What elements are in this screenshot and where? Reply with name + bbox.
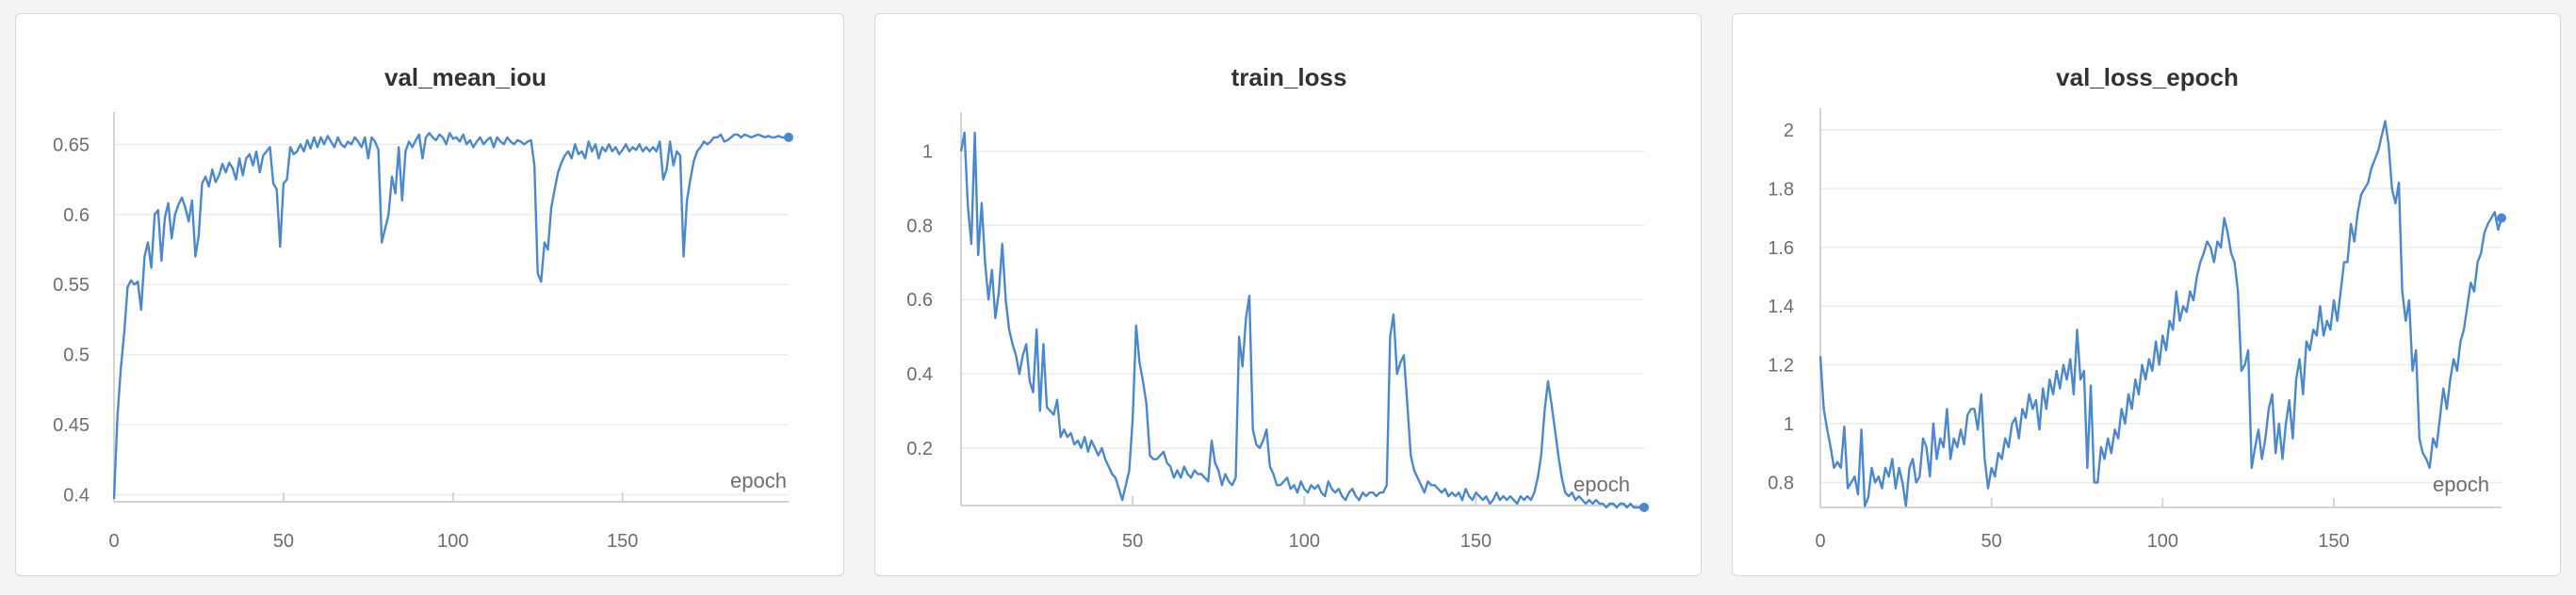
chart-1-series-line	[959, 131, 1644, 509]
chart-2-x-tick-label: 100	[2147, 531, 2178, 552]
chart-1-title: train_loss	[1231, 63, 1347, 91]
chart-2-y-tick-label: 1.2	[1768, 356, 1794, 377]
chart-1-series-end-point	[1639, 502, 1649, 512]
chart-0-y-tick-label: 0.6	[63, 205, 90, 226]
chart-1-x-tick-label: 100	[1289, 531, 1320, 552]
chart-2-x-tick-label: 150	[2318, 531, 2349, 552]
chart-2-series-end-point	[2497, 213, 2506, 223]
chart-panel-val-mean-iou: 0.4 0.45 0.5 0.55 0.6 0.65 0 50 100 150 val_mean_i…	[15, 13, 844, 576]
chart-1-y-tick-label: 0.2	[906, 439, 933, 459]
chart-1-x-tick-label: 50	[1122, 531, 1143, 552]
chart-2-series-line	[1818, 120, 2503, 507]
chart-panel-train-loss: 0.2 0.4 0.6 0.8 1 50 100 150 train_loss epoch	[874, 13, 1702, 576]
chart-2-x-axis-label: epoch	[2433, 473, 2489, 496]
chart-2-y-tick-label: 1.6	[1768, 238, 1794, 259]
chart-0-title: val_mean_iou	[384, 63, 546, 91]
chart-0-x-tick-label: 150	[607, 531, 638, 552]
chart-2-y-tick-label: 0.8	[1768, 473, 1794, 493]
chart-1-y-tick-label: 1	[922, 142, 933, 163]
chart-2-y-tick-label: 2	[1784, 121, 1794, 141]
chart-0-x-tick-label: 50	[273, 531, 294, 552]
chart-1-x-axis-label: epoch	[1573, 473, 1630, 496]
chart-0-series-line	[112, 132, 789, 500]
chart-1-y-tick-label: 0.4	[906, 364, 933, 385]
chart-2-title: val_loss_epoch	[2056, 63, 2239, 91]
chart-0-x-tick-label: 0	[108, 531, 119, 552]
chart-1-y-tick-label: 0.6	[906, 290, 933, 311]
chart-panel-val-loss-epoch: 0.8 1 1.2 1.4 1.6 1.8 2 0 50 100 150 val_loss_epoch…	[1732, 13, 2561, 576]
chart-0-y-tick-label: 0.4	[63, 486, 90, 507]
chart-0-x-tick-label: 100	[437, 531, 468, 552]
chart-0-y-tick-label: 0.45	[53, 415, 90, 436]
chart-2-x-tick-label: 50	[1981, 531, 2002, 552]
chart-0-y-tick-label: 0.5	[63, 346, 90, 366]
chart-0-y-tick-label: 0.55	[53, 275, 90, 296]
chart-0-x-axis-label: epoch	[730, 469, 787, 492]
chart-2-y-tick-label: 1.8	[1768, 179, 1794, 200]
chart-1-y-tick-label: 0.8	[906, 216, 933, 236]
chart-2-x-tick-label: 0	[1815, 531, 1825, 552]
chart-0-y-tick-label: 0.65	[53, 135, 90, 155]
chart-2-y-tick-label: 1.4	[1768, 297, 1794, 317]
val-loss-epoch-chart: 0.8 1 1.2 1.4 1.6 1.8 2 0 50 100 150 val_loss_epoch…	[1768, 63, 2506, 552]
val-mean-iou-chart: 0.4 0.45 0.5 0.55 0.6 0.65 0 50 100 150 val_mean_i…	[53, 63, 793, 552]
chart-0-series-end-point	[784, 132, 793, 142]
chart-2-y-tick-label: 1	[1784, 414, 1794, 435]
chart-1-x-tick-label: 150	[1460, 531, 1492, 552]
